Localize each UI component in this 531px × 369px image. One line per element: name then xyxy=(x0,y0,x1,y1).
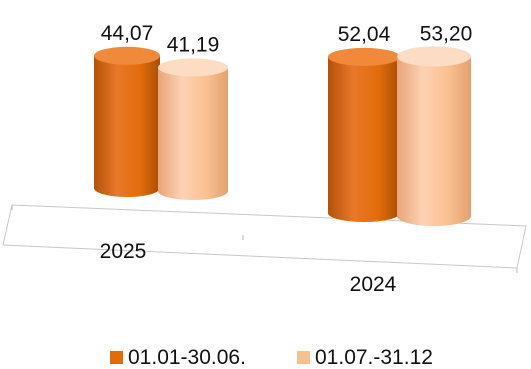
bar-body xyxy=(94,55,160,197)
legend-swatch-series-1 xyxy=(110,351,123,364)
bar-top xyxy=(94,46,160,65)
bar-top xyxy=(158,58,228,77)
bar-body xyxy=(328,56,400,222)
legend-swatch-series-2 xyxy=(297,351,310,364)
value-label-2024-series-2: 53,20 xyxy=(420,22,473,45)
value-label-2025-series-2: 41,19 xyxy=(167,33,220,56)
bar-2025-series-1 xyxy=(94,46,160,197)
bars xyxy=(94,46,471,227)
category-label-2025: 2025 xyxy=(100,240,147,263)
bar-body xyxy=(158,67,228,201)
legend-label-series-2: 01.07.-31.12 xyxy=(315,346,433,369)
bar-2025-series-2 xyxy=(158,58,228,201)
bar-body xyxy=(397,56,471,227)
value-label-2024-series-1: 52,04 xyxy=(338,23,391,46)
bar-2024-series-1 xyxy=(328,47,400,222)
bar-2024-series-2 xyxy=(397,46,471,227)
bar-top xyxy=(397,46,471,67)
value-label-2025-series-1: 44,07 xyxy=(101,22,154,45)
bar-top xyxy=(328,47,400,66)
legend: 01.01-30.06. 01.07.-31.12 xyxy=(110,346,433,369)
legend-label-series-1: 01.01-30.06. xyxy=(128,346,246,369)
category-label-2024: 2024 xyxy=(350,273,397,296)
value-labels: 44,07 41,19 52,04 53,20 xyxy=(101,22,473,57)
